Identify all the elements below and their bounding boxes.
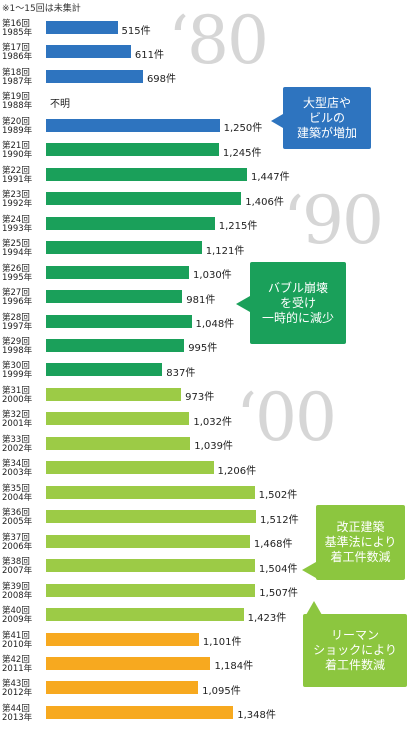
bar (46, 167, 247, 181)
bar-value-label: 1,468件 (253, 539, 293, 551)
row-label: 第39回 2008年 (2, 581, 33, 601)
decade-90-label: ‘90 (283, 182, 384, 259)
bar-value-label: 995件 (188, 343, 218, 355)
bar-value-label: 1,184件 (214, 661, 254, 673)
bar-value-label: 1,095件 (202, 685, 241, 697)
bar (46, 534, 250, 548)
bar-value-label: 515件 (121, 25, 151, 37)
bar-value-label: 1,502件 (258, 490, 298, 502)
bar-value-label: 981件 (186, 294, 216, 306)
decade-80-label: ‘80 (168, 2, 269, 79)
bar (46, 21, 118, 34)
bar-value-label: 1,507件 (259, 588, 298, 600)
bar (46, 412, 190, 426)
bar-value-label: 837件 (166, 367, 196, 379)
bar (46, 681, 199, 695)
bar-value-label: 1,101件 (202, 637, 242, 648)
callout-pointer (302, 562, 316, 578)
row-label: 第29回 1998年 (2, 336, 33, 356)
row-label: 第40回 2009年 (2, 606, 33, 626)
bar-value-label: 1,423件 (247, 612, 287, 624)
row-label: 第30回 1999年 (2, 361, 33, 381)
bar-value-label: 1,348件 (237, 710, 276, 722)
callout-large-stores: 大型店や ビルの 建築が増加 (283, 87, 371, 149)
note: ※1～15回は未集計 (2, 4, 81, 14)
bar (46, 143, 219, 157)
row-label: 第18回 1987年 (2, 67, 33, 87)
bar-value-label: 698件 (146, 74, 177, 86)
bar-value-label: 1,447件 (250, 172, 290, 184)
row-label: 第41回 2010年 (2, 630, 33, 650)
row-label: 第25回 1994年 (2, 239, 33, 259)
callout-lehman-shock: リーマン ショックにより 着工件数減 (303, 614, 407, 687)
bar (46, 241, 202, 255)
row-label: 第21回 1990年 (2, 141, 33, 161)
decade-00-label: ‘00 (236, 379, 337, 456)
row-label: 第28回 1997年 (2, 312, 33, 332)
row-label: 第27回 1996年 (2, 288, 33, 308)
row-label: 第35回 2004年 (2, 483, 33, 503)
bar (46, 608, 244, 622)
bar (46, 265, 190, 279)
row-label: 第20回 1989年 (2, 116, 33, 136)
row-label: 第44回 2013年 (2, 703, 33, 723)
bar (46, 290, 183, 304)
bar (46, 216, 215, 230)
bar-value-label: 1,512件 (260, 514, 299, 526)
bar (46, 632, 199, 646)
bar-value-label: 1,032件 (193, 416, 232, 428)
row-label: 第19回 1988年 (2, 92, 33, 112)
row-label: 第43回 2012年 (2, 679, 33, 699)
row-label: 第24回 1993年 (2, 214, 33, 234)
bar-value-label: 不明 (50, 98, 70, 110)
row-label: 第22回 1991年 (2, 165, 33, 185)
bar-value-label: 1,121件 (205, 245, 245, 257)
row-label: 第42回 2011年 (2, 654, 33, 674)
bar-value-label: 1,250件 (223, 123, 263, 135)
bar-value-label: 1,039件 (194, 441, 233, 453)
bar (46, 118, 220, 132)
row-label: 第38回 2007年 (2, 557, 33, 577)
bar (46, 656, 211, 670)
row-label: 第36回 2005年 (2, 508, 33, 528)
row-label: 第31回 2000年 (2, 385, 33, 405)
row-label: 第37回 2006年 (2, 532, 33, 552)
bar-value-label: 1,245件 (222, 147, 262, 159)
row-label: 第33回 2002年 (2, 434, 33, 454)
callout-building-law: 改正建築 基準法により 着工件数減 (316, 505, 405, 580)
bar (46, 45, 131, 59)
callout-bubble-collapse: バブル崩壊 を受け 一時的に減少 (250, 262, 346, 344)
bar-value-label: 1,215件 (218, 221, 258, 233)
bar (46, 387, 182, 401)
row-label: 第17回 1986年 (2, 43, 33, 63)
bar (46, 192, 242, 206)
row-label: 第26回 1995年 (2, 263, 33, 283)
bar-value-label: 1,504件 (258, 563, 298, 575)
bar (46, 559, 255, 573)
bar (46, 338, 185, 352)
callout-pointer (271, 114, 283, 128)
bar-value-label: 1,048件 (195, 319, 235, 331)
row-label: 第34回 2003年 (2, 459, 33, 479)
bar (46, 705, 234, 719)
row-label: 第16回 1985年 (2, 19, 33, 38)
bar (46, 485, 255, 499)
bar-value-label: 1,206件 (217, 465, 257, 477)
callout-pointer (306, 601, 322, 615)
row-label: 第23回 1992年 (2, 190, 33, 210)
bar (46, 69, 143, 83)
bar (46, 363, 163, 377)
callout-pointer (236, 296, 250, 312)
bar-value-label: 1,030件 (193, 270, 232, 282)
bar-value-label: 1,406件 (245, 196, 284, 208)
bar (46, 436, 191, 450)
bar (46, 583, 256, 597)
row-label: 第32回 2001年 (2, 410, 33, 430)
bar (46, 461, 214, 475)
bar (46, 314, 192, 328)
bar-value-label: 973件 (185, 392, 215, 404)
bar-value-label: 611件 (134, 49, 164, 61)
bar (46, 510, 256, 524)
